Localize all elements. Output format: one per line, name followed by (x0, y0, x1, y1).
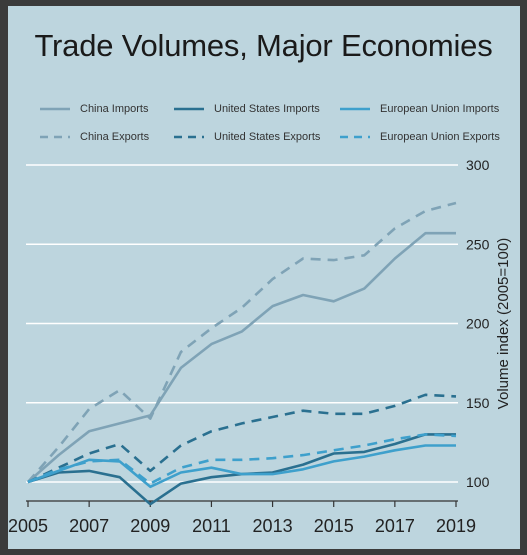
legend-item-china-exports: China Exports (40, 131, 149, 143)
legend-swatch-china-imports (40, 107, 70, 111)
legend-label: China Exports (80, 131, 150, 143)
series-line-china-exports (27, 201, 457, 483)
series-line-china-imports (27, 231, 456, 483)
x-tick-label: 2011 (192, 516, 231, 536)
legend-swatch-china-exports (40, 135, 70, 139)
legend-item-china-imports: China Imports (40, 103, 148, 115)
legend-label: European Union Exports (380, 131, 500, 143)
chart-background (8, 6, 520, 549)
legend-label: United States Imports (214, 103, 320, 115)
legend-item-eu-exports: European Union Exports (340, 131, 500, 143)
y-tick-label: 200 (466, 316, 490, 332)
legend-swatch-eu-exports (340, 135, 370, 139)
y-tick-label: 100 (466, 474, 490, 490)
x-tick-label: 2005 (8, 516, 48, 536)
y-tick-label: 250 (466, 236, 490, 252)
y-tick-label: 300 (466, 157, 490, 173)
series-line-united-states-exports (27, 393, 457, 484)
series-line-european-union-exports (27, 433, 457, 485)
legend-swatch-eu-imports (340, 107, 370, 111)
y-axis-label: Volume index (2005=100) (495, 238, 512, 409)
chart-title: Trade Volumes, Major Economies (34, 28, 493, 63)
legend-swatch-us-imports (174, 107, 204, 111)
x-tick-label: 2015 (314, 516, 354, 536)
x-tick-label: 2019 (436, 516, 476, 536)
legend-label: European Union Imports (380, 103, 500, 115)
x-tick-label: 2013 (253, 516, 293, 536)
legend-item-eu-imports: European Union Imports (340, 103, 499, 115)
legend-item-us-imports: United States Imports (174, 103, 320, 115)
legend-item-us-exports: United States Exports (174, 131, 320, 143)
x-tick-label: 2017 (375, 516, 415, 536)
x-tick-label: 2009 (130, 516, 170, 536)
legend-label: United States Exports (214, 131, 321, 143)
y-tick-label: 150 (466, 395, 490, 411)
series-line-united-states-imports (27, 433, 456, 506)
legend-swatch-us-exports (174, 135, 204, 139)
legend-label: China Imports (80, 103, 149, 115)
x-tick-label: 2007 (69, 516, 109, 536)
